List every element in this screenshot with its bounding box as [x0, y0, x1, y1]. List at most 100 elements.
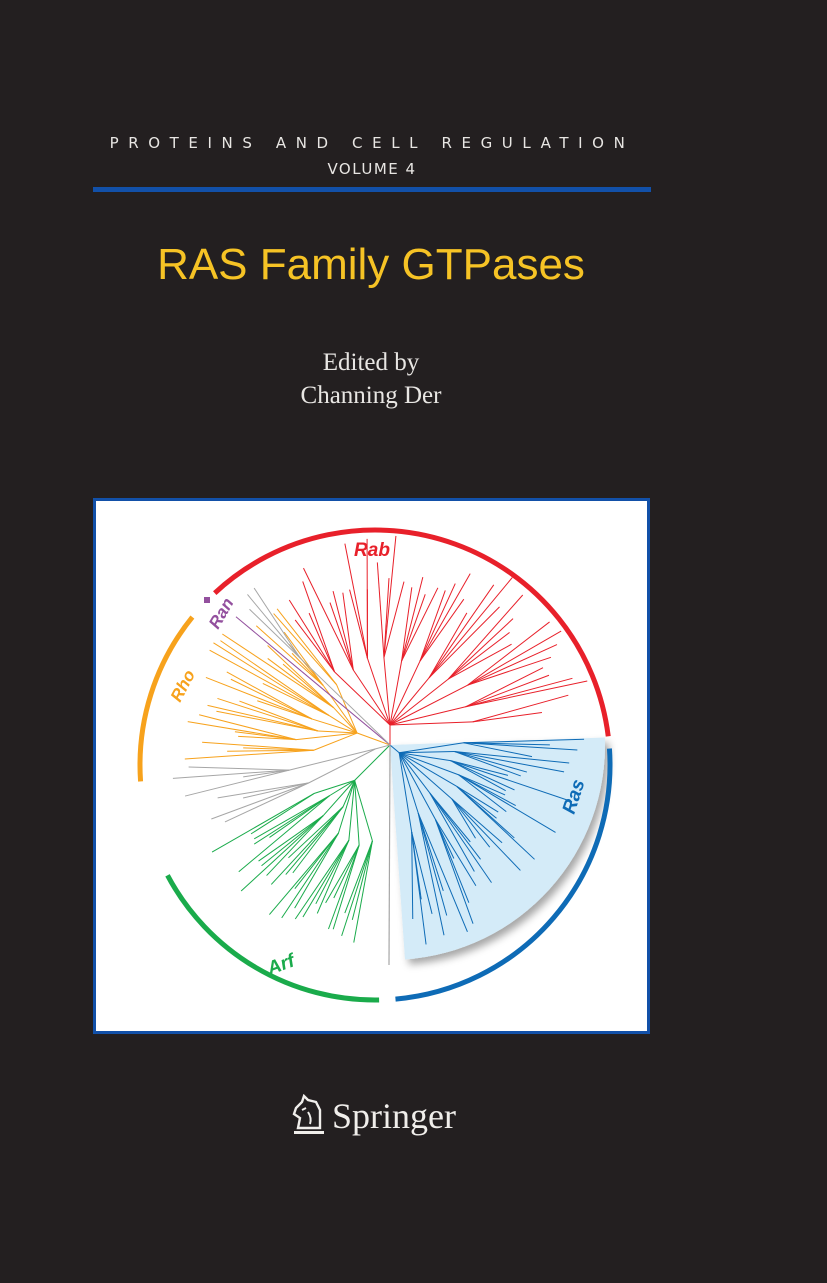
branch-ras — [389, 744, 400, 754]
leaf-ras — [456, 786, 535, 860]
leaf-ras — [454, 750, 570, 764]
branch-rab — [389, 678, 449, 726]
leaf-arf — [333, 844, 360, 899]
leaf-rab — [465, 680, 588, 708]
leaf-rab — [448, 618, 514, 680]
leaf-rab — [448, 594, 524, 680]
leaf-ras — [450, 760, 506, 792]
clade-arc-rab — [213, 527, 611, 737]
leaf-rho — [202, 741, 314, 751]
publisher-name: Springer — [332, 1096, 456, 1136]
leaf-other — [243, 769, 290, 778]
leaf-ras — [454, 750, 528, 773]
leaf-rab — [428, 612, 468, 679]
leaf-ras — [429, 792, 475, 872]
branch-rho — [356, 732, 391, 746]
clade-label-rho: Rho — [167, 667, 199, 705]
branch-arf — [354, 780, 373, 842]
leaf-arf — [294, 840, 350, 920]
leaf-rab — [288, 599, 335, 673]
branch-rho — [333, 707, 358, 734]
branch-rab — [366, 658, 391, 726]
leaf-other — [247, 594, 301, 659]
branch-rab — [389, 706, 466, 726]
clade-arc-ras — [395, 748, 613, 1002]
leaf-arf — [261, 815, 324, 867]
leaf-rho — [222, 633, 334, 709]
leaf-rab — [467, 630, 562, 686]
leaf-rab — [419, 583, 456, 662]
leaf-rab — [419, 573, 471, 662]
phylogenetic-tree: Rab Ran Rho Arf Ras — [137, 527, 613, 1003]
leaf-rab — [472, 694, 569, 723]
leaf-other — [211, 782, 309, 820]
editor-name: Channing Der — [300, 382, 442, 409]
leaf-rab — [401, 587, 413, 661]
leaf-rho — [220, 640, 330, 716]
leaf-other — [242, 782, 309, 799]
leaf-arf — [332, 844, 360, 930]
leaf-ras — [417, 812, 468, 932]
branch-arf — [337, 780, 356, 834]
leaf-other — [172, 769, 290, 779]
branch-ras — [398, 752, 436, 820]
branch-ras — [399, 752, 451, 762]
leaf-rho — [227, 749, 314, 752]
leaf-arf — [266, 815, 324, 876]
editor-block: Edited by Channing Der — [0, 346, 742, 412]
branch-ras — [398, 752, 458, 787]
branch-ras — [398, 752, 419, 814]
leaf-arf — [325, 844, 360, 904]
leaf-ras — [411, 831, 433, 914]
branch-rho — [322, 685, 358, 734]
leaf-rab — [428, 577, 513, 679]
leaf-rho — [283, 631, 324, 686]
leaf-rab — [302, 581, 335, 672]
leaf-ras — [458, 774, 506, 796]
leaf-ras — [434, 819, 474, 924]
leaf-ras — [417, 812, 444, 892]
leaf-rho — [187, 721, 297, 741]
leaf-rho — [239, 700, 319, 732]
leaf-arf — [353, 840, 373, 943]
branch-rab — [389, 721, 473, 726]
leaf-other — [224, 782, 309, 823]
leaf-ras — [450, 760, 509, 776]
leaf-rab — [383, 581, 405, 658]
leaf-rho — [267, 645, 334, 709]
branch-arf — [329, 779, 355, 797]
leaf-ras — [451, 798, 491, 848]
leaf-rab — [342, 592, 354, 671]
series-title: PROTEINS AND CELL REGULATION — [109, 134, 635, 152]
branch-other — [289, 748, 376, 771]
leaf-ras — [417, 813, 445, 936]
branch-ras — [399, 742, 464, 754]
leaf-rho — [209, 649, 330, 716]
leaf-ras — [454, 750, 521, 777]
leaf-other — [217, 782, 309, 799]
leaf-arf — [344, 840, 373, 914]
leaf-ras — [411, 832, 414, 919]
leaf-ras — [454, 750, 565, 773]
leaf-arf — [288, 806, 344, 859]
divider-rule — [93, 187, 651, 192]
book-title: RAS Family GTPases — [157, 240, 585, 289]
leaf-rho — [291, 652, 324, 686]
leaf-rab — [467, 621, 550, 686]
branch-rho — [313, 732, 358, 751]
leaf-arf — [270, 806, 344, 885]
leaf-rho — [213, 642, 330, 716]
branch-ras — [399, 750, 455, 754]
branch-rab — [389, 660, 421, 726]
leaf-rho — [262, 682, 330, 716]
leaf-rab — [465, 677, 573, 708]
clade-label-rab: Rab — [354, 540, 390, 561]
leaf-ras — [429, 792, 492, 883]
branch-ras — [398, 752, 431, 794]
leaf-rho — [216, 710, 319, 732]
leaf-ras — [417, 812, 448, 916]
phylogenetic-tree-figure: Rab Ran Rho Arf Ras — [93, 498, 650, 1034]
leaf-other — [188, 766, 290, 771]
leaf-rab — [419, 598, 465, 662]
leaf-ras — [451, 798, 476, 839]
